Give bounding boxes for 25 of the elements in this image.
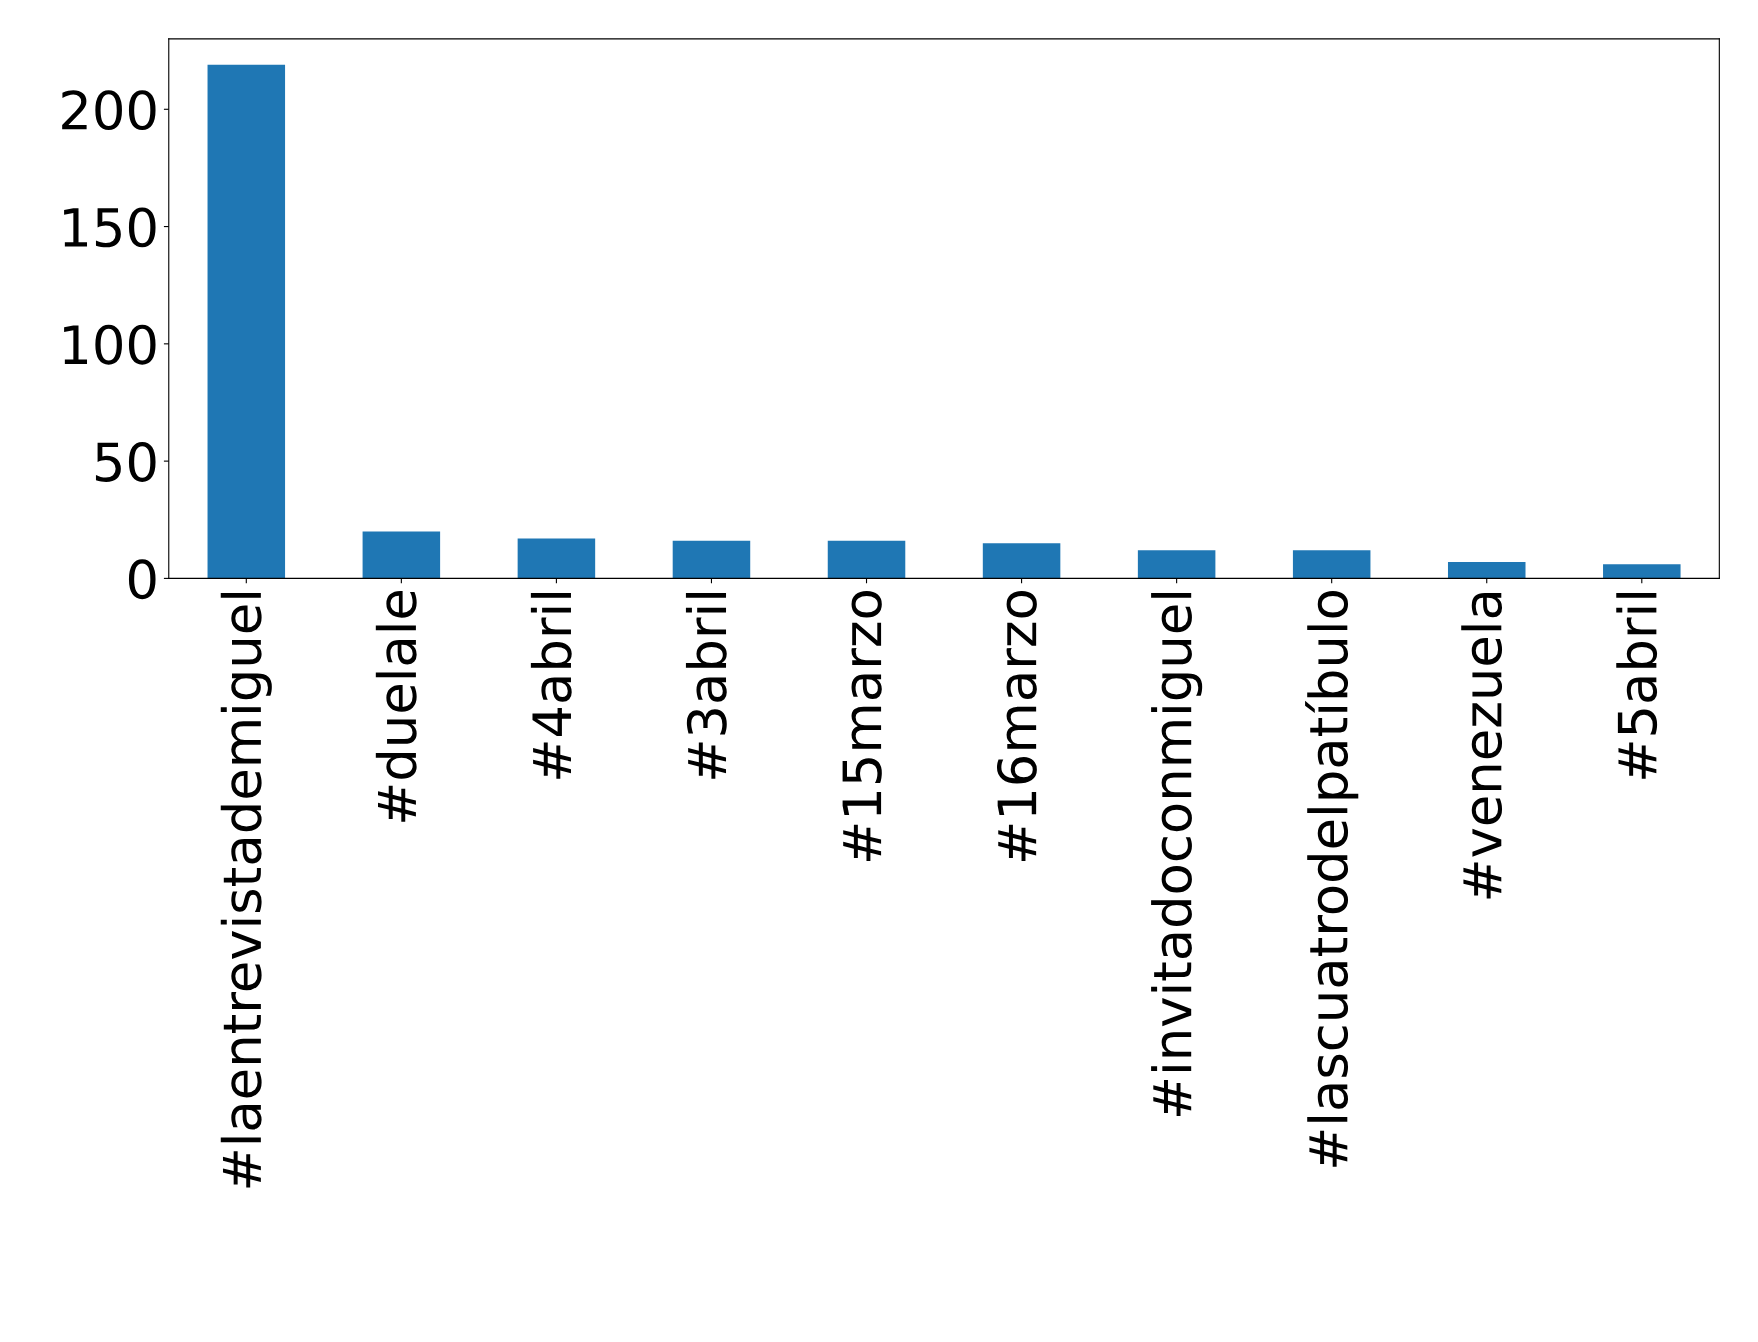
- x-tick-label: #laentrevistademiguel: [220, 593, 272, 1188]
- y-tick-label: 200: [62, 90, 156, 131]
- bar: [362, 531, 441, 579]
- bar: [982, 543, 1061, 579]
- x-tick-label: #15marzo: [842, 591, 882, 861]
- y-tick-label: 50: [95, 442, 156, 482]
- x-tick-label: #lascuatrodelpatíbulo: [1305, 591, 1359, 1167]
- bar: [1292, 550, 1371, 579]
- x-tick-label: #3abril: [685, 593, 727, 779]
- x-tick-label: #16marzo: [996, 591, 1037, 861]
- y-tick-label: 0: [128, 559, 156, 600]
- x-tick-label: #duelale: [375, 590, 417, 822]
- x-tick-label: #invitadoconmiguel: [1151, 593, 1203, 1117]
- x-tick-label: #4abril: [530, 593, 572, 779]
- y-tick-label: 100: [64, 324, 156, 365]
- bar: [517, 538, 596, 579]
- bar: [1603, 564, 1681, 579]
- bar: [672, 540, 751, 579]
- bar: [1137, 550, 1216, 579]
- bar: [207, 64, 286, 579]
- x-tick-label: #venezuela: [1461, 592, 1503, 899]
- bar: [1447, 561, 1526, 579]
- bar: [827, 540, 906, 579]
- x-tick-label: #5abril: [1616, 593, 1658, 779]
- y-tick-label: 150: [64, 207, 156, 248]
